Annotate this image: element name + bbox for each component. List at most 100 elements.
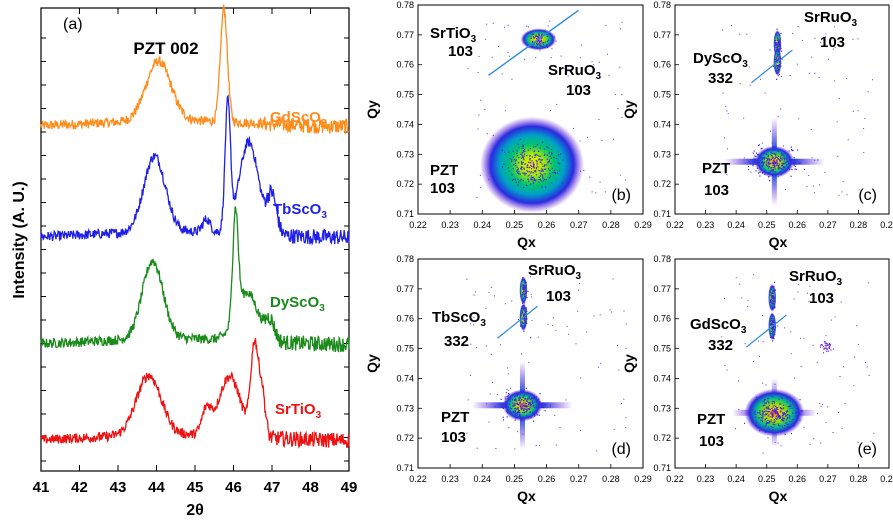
noise-count xyxy=(760,78,761,80)
pzt-count xyxy=(781,154,783,157)
pzt-count xyxy=(757,172,760,174)
pzt-count xyxy=(508,403,511,405)
diffuse-count xyxy=(822,352,825,354)
substrate-count xyxy=(770,288,773,290)
substrate-count xyxy=(525,287,527,289)
substrate-count xyxy=(777,42,779,44)
pzt-count xyxy=(779,417,781,420)
substrate-count xyxy=(522,286,524,288)
pzt-count xyxy=(543,164,546,166)
qx-tick-label: 0.22 xyxy=(666,474,684,484)
pzt-count xyxy=(765,413,767,415)
noise-count xyxy=(491,382,493,383)
pzt-count xyxy=(772,426,774,429)
noise-count xyxy=(746,33,748,35)
qx-tick-label: 0.26 xyxy=(789,474,807,484)
substrate-count xyxy=(775,327,777,329)
pzt-count xyxy=(764,399,766,401)
pzt-count xyxy=(768,163,770,165)
pzt-count xyxy=(770,163,772,165)
pzt-count xyxy=(541,406,543,408)
noise-count xyxy=(857,110,859,112)
pzt-count xyxy=(522,396,524,399)
substrate-count xyxy=(534,36,536,38)
pzt-count xyxy=(767,161,769,163)
pzt-count xyxy=(782,154,784,156)
pzt-count xyxy=(536,396,538,398)
diffuse-count xyxy=(825,344,827,346)
pzt-count xyxy=(791,159,793,161)
pzt-count xyxy=(524,174,526,176)
pzt-count xyxy=(516,170,518,172)
pzt-count xyxy=(776,160,778,162)
noise-count xyxy=(531,319,533,321)
panel-label: (d) xyxy=(611,441,631,458)
noise-count xyxy=(473,316,475,318)
qx-tick-label: 0.24 xyxy=(727,474,745,484)
pzt-count xyxy=(765,162,768,164)
pzt-count xyxy=(509,407,511,409)
substrate-count xyxy=(774,44,776,46)
substrate-count xyxy=(520,324,522,326)
pzt-count xyxy=(522,144,524,146)
pzt-count xyxy=(537,166,539,168)
substrate-count xyxy=(539,40,541,42)
noise-count xyxy=(613,138,614,140)
qy-tick-label: 0.78 xyxy=(653,254,671,264)
pzt-count xyxy=(781,171,783,173)
noise-count xyxy=(753,361,755,363)
substrate-count xyxy=(524,302,526,304)
qy-tick-label: 0.76 xyxy=(653,60,671,70)
noise-count xyxy=(813,192,815,194)
pzt-count xyxy=(792,418,794,421)
pzt-count xyxy=(522,180,524,182)
substrate-count xyxy=(772,333,774,335)
pzt-count xyxy=(765,402,767,404)
pzt-count xyxy=(536,162,538,164)
pzt-count xyxy=(526,170,528,172)
noise-count xyxy=(836,121,838,123)
noise-count xyxy=(608,74,610,76)
pzt-count xyxy=(787,166,789,168)
substrate-count xyxy=(776,42,778,44)
pzt-count xyxy=(748,161,750,163)
substrate-count xyxy=(521,309,523,311)
noise-count xyxy=(796,63,798,65)
substrate-count xyxy=(777,59,779,61)
substrate-count xyxy=(526,318,528,320)
substrate-count xyxy=(773,303,775,305)
substrate-count xyxy=(776,37,778,39)
pzt-count xyxy=(516,393,518,395)
pzt-count xyxy=(516,403,518,405)
pzt-count xyxy=(793,157,795,159)
pzt-count xyxy=(772,170,774,172)
pzt-count xyxy=(521,390,523,392)
pzt-count xyxy=(774,168,776,170)
noise-count xyxy=(747,306,749,308)
pzt-count xyxy=(779,417,781,419)
pzt-count xyxy=(784,425,786,427)
noise-count xyxy=(806,292,808,294)
pzt-count xyxy=(522,147,524,149)
pzt-count xyxy=(513,412,515,414)
peak-index-0: 103 xyxy=(546,288,571,305)
pzt-count xyxy=(791,169,793,171)
pzt-count xyxy=(517,412,519,414)
substrate-count xyxy=(772,302,774,304)
substrate-count xyxy=(773,301,775,303)
pzt-count xyxy=(758,154,760,156)
diffuse-count xyxy=(823,340,825,343)
noise-count xyxy=(565,399,567,401)
noise-count xyxy=(580,377,582,379)
substrate-count xyxy=(521,294,523,296)
pzt-count xyxy=(768,411,771,413)
peak-label-2: PZT xyxy=(697,411,725,428)
substrate-count xyxy=(779,48,781,50)
pzt-count xyxy=(785,422,787,424)
substrate-count xyxy=(524,323,526,325)
pzt-count xyxy=(518,416,520,418)
pzt-count xyxy=(762,162,764,164)
substrate-count xyxy=(772,298,774,300)
noise-count xyxy=(579,140,581,142)
pzt-count xyxy=(509,158,511,160)
